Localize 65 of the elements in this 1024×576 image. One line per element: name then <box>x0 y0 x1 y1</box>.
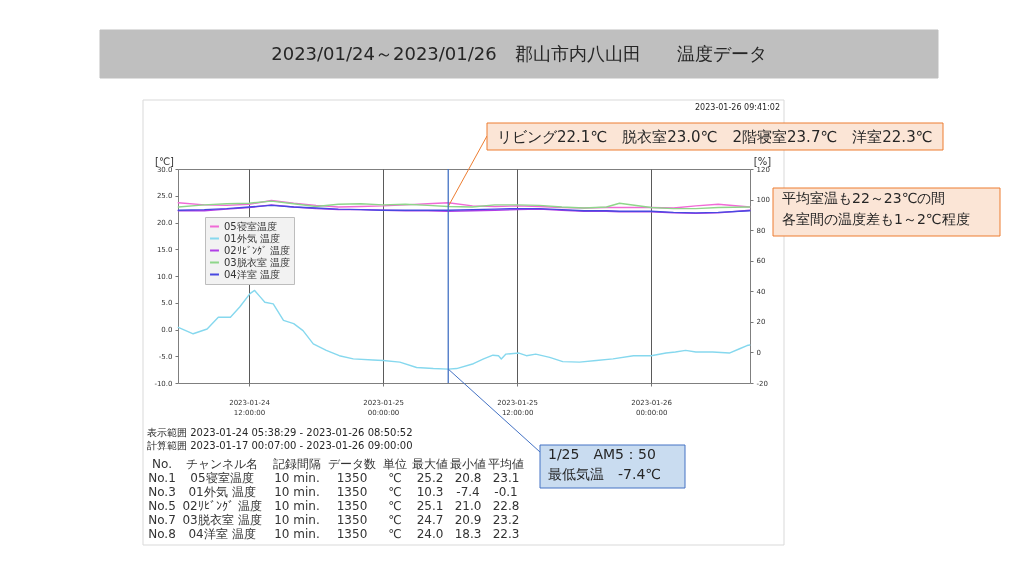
text: データ数 <box>328 457 376 471</box>
text: 記録間隔 <box>273 457 321 471</box>
text: 2023-01-26 09:41:02 <box>695 103 780 112</box>
legend-label: 04洋室 温度 <box>224 268 280 280</box>
text: 10 min. <box>274 485 320 499</box>
text: 24.7 <box>416 513 444 527</box>
text: No.7 <box>148 513 176 527</box>
text: No.5 <box>148 499 176 513</box>
text: 最小値 <box>450 457 486 471</box>
text: 22.8 <box>492 499 520 513</box>
text: 24.0 <box>416 527 444 541</box>
text: 最大値 <box>412 457 448 471</box>
text: 20.8 <box>454 471 482 485</box>
text: 20.9 <box>454 513 482 527</box>
text: 計算範囲 2023-01-17 00:07:00 - 2023-01-26 09:00:00 <box>147 440 413 451</box>
text: 10 min. <box>274 513 320 527</box>
text: 04洋室 温度 <box>188 527 256 541</box>
text: 1350 <box>336 527 368 541</box>
text: 1350 <box>336 485 368 499</box>
text: No.1 <box>148 471 176 485</box>
text: 25.2 <box>416 471 444 485</box>
annotation: 1/25 AM5：50 最低気温 -7.4℃ <box>548 446 662 482</box>
text: 21.0 <box>454 499 482 513</box>
chart-title: 2023/01/24～2023/01/26 郡山市内八山田 温度データ <box>271 43 767 64</box>
text: ℃ <box>388 485 402 499</box>
text: 1350 <box>336 513 368 527</box>
text: ℃ <box>388 471 402 485</box>
y-axis-title: [℃] <box>154 155 175 167</box>
y2-axis-title: [%] <box>753 155 772 167</box>
text: チャンネル名 <box>186 457 258 471</box>
text: 平均値 <box>488 457 524 471</box>
line-series <box>177 204 751 215</box>
text: ℃ <box>388 499 402 513</box>
text: ℃ <box>388 513 402 527</box>
text: -7.4 <box>456 485 480 499</box>
legend-label: 01外気 温度 <box>224 232 280 244</box>
text: 1350 <box>336 471 368 485</box>
text: 23.2 <box>492 513 520 527</box>
text: -0.1 <box>494 485 518 499</box>
text: 05寝室温度 <box>190 471 254 485</box>
text: 10 min. <box>274 527 320 541</box>
annotation: リビング22.1℃ 脱衣室23.0℃ 2階寝室23.7℃ 洋室22.3℃ <box>497 128 933 146</box>
text: No.8 <box>148 527 176 541</box>
text: 平均室温も22～23℃の間 <box>782 190 946 206</box>
text: 03脱衣室 温度 <box>182 513 262 527</box>
text: 単位 <box>383 457 407 471</box>
text: 22.3 <box>492 527 520 541</box>
legend-label: 05寝室温度 <box>224 220 277 232</box>
text: 1350 <box>336 499 368 513</box>
text: 10 min. <box>274 499 320 513</box>
text: 各室間の温度差も1～2℃程度 <box>782 211 970 227</box>
text: 23.1 <box>492 471 520 485</box>
legend-label: 02ﾘﾋﾞﾝｸﾞ 温度 <box>224 244 290 256</box>
line-series <box>177 289 751 370</box>
text: 02ﾘﾋﾞﾝｸﾞ 温度 <box>182 499 262 513</box>
text: 表示範囲 2023-01-24 05:38:29 - 2023-01-26 08:50:52 <box>147 427 413 438</box>
text: No.3 <box>148 485 176 499</box>
text: No. <box>152 457 172 471</box>
text: 18.3 <box>454 527 482 541</box>
text: ℃ <box>388 527 402 541</box>
text: 10 min. <box>274 471 320 485</box>
text: 01外気 温度 <box>188 485 256 499</box>
text: 25.1 <box>416 499 444 513</box>
legend-label: 03脱衣室 温度 <box>224 256 290 268</box>
text: 10.3 <box>416 485 444 499</box>
